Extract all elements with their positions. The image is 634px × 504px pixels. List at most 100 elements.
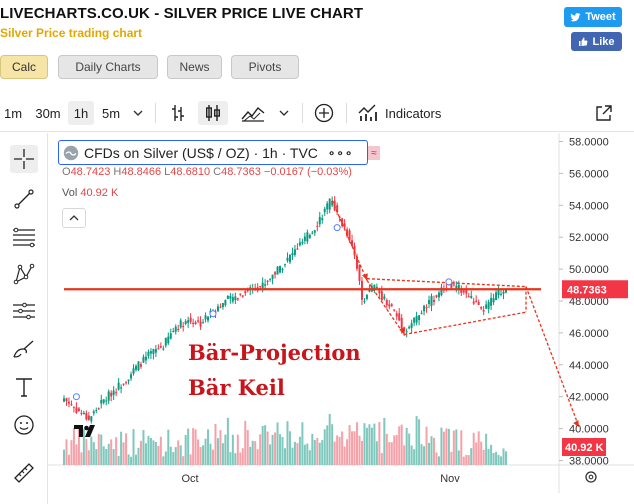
session-tag[interactable]: ≈ [368,146,380,160]
interval-30m-button[interactable]: 30m [35,105,61,121]
pattern-tool[interactable] [10,260,38,288]
candle-body [398,313,401,321]
volume-bar [246,429,249,465]
volume-bar [298,436,301,465]
candle-body [125,382,128,384]
candle-body [137,361,140,370]
volume-bar [318,442,321,465]
volume-bar [442,431,445,465]
volume-bar [264,425,267,465]
volume-bar [333,441,336,465]
volume-bar [70,440,73,465]
annotation-bear-projection: Bär-Projection [188,340,361,365]
crosshair-tool[interactable] [10,145,38,173]
candle-body [224,299,227,306]
candle-body [97,408,100,410]
candle-body [144,356,147,361]
symbol-legend[interactable]: CFDs on Silver (US$ / OZ) · 1h · TVC ∘∘∘ [58,140,368,165]
candle-body [162,348,165,350]
arrowhead [573,420,579,428]
candle-body [435,295,438,297]
volume-bar [410,445,413,465]
area-chart-icon [241,106,265,122]
change-value: −0.0167 (−0.03%) [263,166,352,178]
volume-bar [363,423,366,465]
volume-bar [85,438,88,465]
candle-body [189,317,192,322]
volume-bar [351,431,354,465]
candle-body [231,297,234,302]
drawing-anchor [209,310,217,318]
text-tool[interactable] [10,373,38,401]
brush-tool[interactable] [10,335,38,363]
fib-lines-tool[interactable] [10,223,38,251]
candles-button[interactable] [198,101,228,125]
indicators-icon [358,104,377,121]
fib-lines-icon [13,227,35,248]
volume-bar [492,452,495,465]
volume-bar [224,434,227,465]
candle-body [95,409,98,411]
last-price-badge [562,280,628,299]
candle-body [226,296,229,299]
candle-body [455,285,458,289]
bar-chart-button[interactable] [164,101,192,125]
candle-body [115,392,118,394]
tab-daily-charts[interactable]: Daily Charts [58,55,158,79]
tab-calc[interactable]: Calc [0,55,48,79]
candle-body [338,216,341,218]
volume-bar [187,428,190,465]
arrowhead [399,327,405,335]
candle-body [385,300,388,306]
price-chart[interactable]: 58.0000 56.0000 54.0000 52.0000 50.0000 48.00… [48,133,634,504]
chart-type-dropdown[interactable] [274,101,294,125]
tweet-label: Tweet [585,11,616,23]
time-tick-label: Nov [440,473,460,485]
volume-bar [405,427,408,465]
drawing-anchor [333,224,341,232]
projection-tool[interactable] [10,297,38,325]
candle-body [239,293,242,295]
target-projection-line [525,286,580,428]
candle-body [298,242,301,246]
emoji-tool[interactable] [10,411,38,439]
candle-body [296,248,299,250]
area-chart-button[interactable] [238,101,268,125]
interval-dropdown[interactable] [128,101,148,125]
volume-bar [497,454,500,465]
volume-bar [418,419,421,465]
tab-pivots[interactable]: Pivots [231,55,299,79]
candle-body [284,264,286,266]
candle-body [418,315,421,321]
candles-icon [206,105,220,121]
interval-5m-button[interactable]: 5m [101,105,121,121]
open-value: 48.7423 [70,166,111,178]
fullscreen-button[interactable] [590,101,618,125]
candle-body [323,208,326,213]
candle-body [500,293,503,295]
indicators-button[interactable]: Indicators [358,101,454,125]
collapse-legend-button[interactable] [62,208,86,228]
candle-body [485,304,488,309]
trendline-tool[interactable] [10,185,38,213]
candle-body [346,229,349,237]
tweet-button[interactable]: Tweet [564,7,622,27]
projection-leg [331,200,368,281]
candle-body [420,312,423,314]
more-options-icon[interactable]: ∘∘∘ [327,145,354,160]
tradingview-logo [73,424,99,443]
candle-body [112,390,115,395]
like-button[interactable]: Like [571,32,622,51]
volume-bar [241,448,244,465]
tab-news[interactable]: News [167,55,222,79]
page-subtitle: Silver Price trading chart [0,26,143,40]
interval-1m-button[interactable]: 1m [3,105,23,121]
volume-bar [360,440,363,465]
volume-bar [495,451,498,465]
ruler-tool[interactable] [10,459,38,487]
compare-button[interactable] [310,101,338,125]
like-label: Like [592,35,615,48]
candle-body [341,218,344,226]
volume-bar [482,449,485,465]
interval-1h-button[interactable]: 1h [68,101,94,125]
